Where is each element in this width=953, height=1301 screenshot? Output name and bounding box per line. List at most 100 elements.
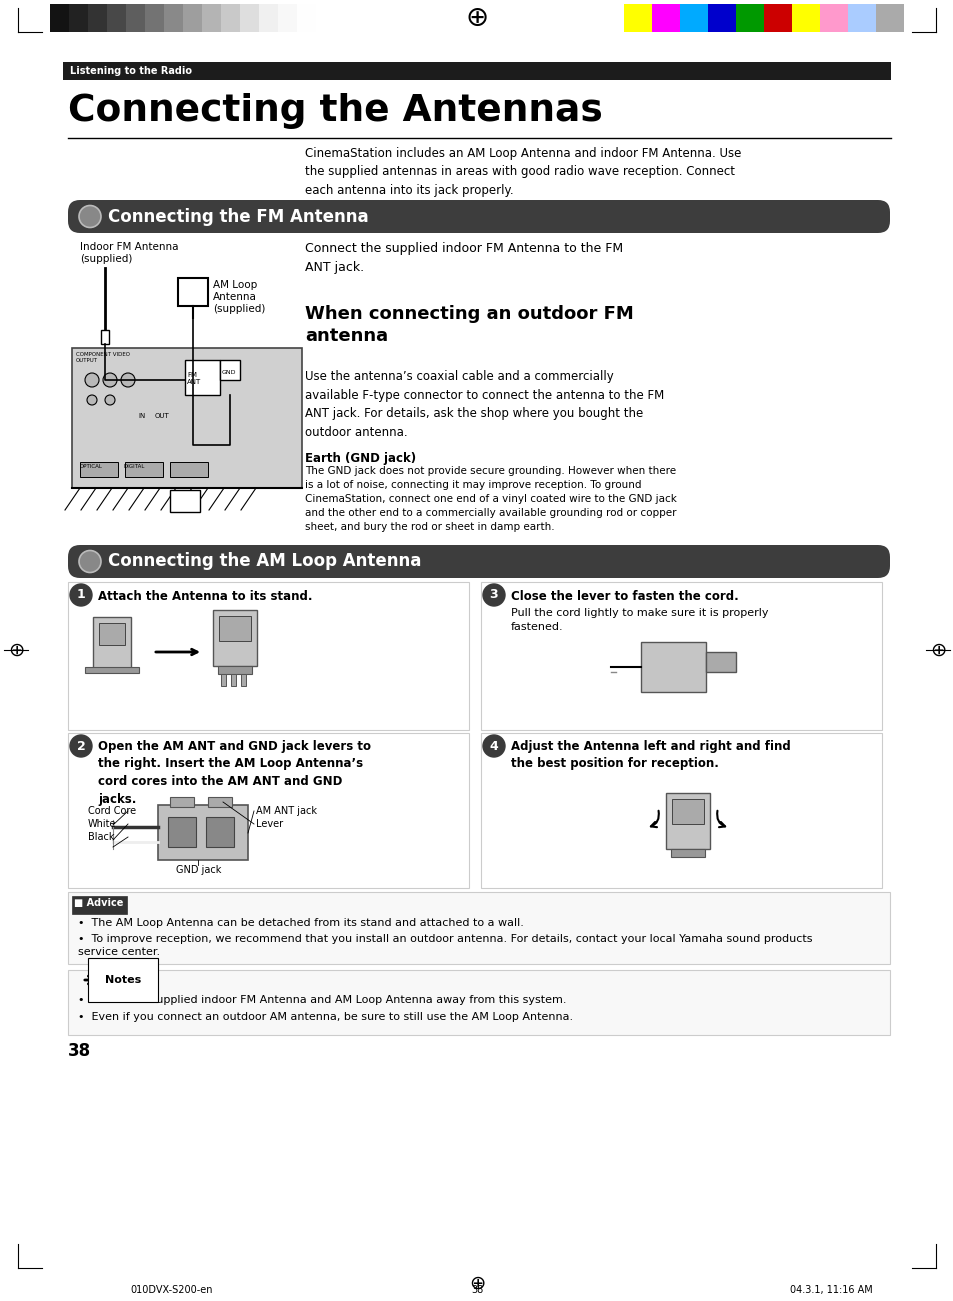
Bar [92, 617, 131, 669]
Text: Black: Black [88, 833, 114, 842]
Bar [665, 794, 709, 850]
Circle shape [70, 735, 91, 757]
Text: 04.3.1, 11:16 AM: 04.3.1, 11:16 AM [789, 1285, 872, 1294]
Bar [213, 610, 256, 666]
Bar [178, 278, 208, 306]
Bar [170, 490, 200, 513]
Text: AM Loop: AM Loop [213, 280, 257, 290]
FancyBboxPatch shape [68, 545, 889, 578]
Text: 4: 4 [489, 739, 497, 752]
Bar [670, 850, 704, 857]
Text: When connecting an outdoor FM
antenna: When connecting an outdoor FM antenna [305, 304, 633, 345]
Text: 38: 38 [68, 1042, 91, 1060]
Text: ⊕: ⊕ [465, 4, 488, 33]
Text: Open the AM ANT and GND jack levers to
the right. Insert the AM Loop Antenna’s
c: Open the AM ANT and GND jack levers to t… [98, 740, 371, 805]
Bar [170, 462, 208, 477]
Text: Earth (GND jack): Earth (GND jack) [305, 451, 416, 464]
Bar [296, 4, 315, 33]
Text: White: White [88, 820, 116, 829]
Bar [145, 4, 164, 33]
Bar [63, 62, 890, 79]
Text: The GND jack does not provide secure grounding. However when there
is a lot of n: The GND jack does not provide secure gro… [305, 466, 677, 532]
Text: Use the antenna’s coaxial cable and a commercially
available F-type connector to: Use the antenna’s coaxial cable and a co… [305, 369, 663, 438]
Bar [875, 4, 903, 33]
Bar [126, 4, 145, 33]
Bar [241, 674, 246, 686]
Bar [69, 4, 88, 33]
Bar [735, 4, 763, 33]
Text: Attach the Antenna to its stand.: Attach the Antenna to its stand. [98, 589, 313, 602]
Text: Antenna: Antenna [213, 291, 256, 302]
Bar [277, 4, 296, 33]
Bar [71, 896, 127, 915]
Text: (supplied): (supplied) [213, 304, 265, 314]
Text: GND jack: GND jack [175, 865, 221, 876]
Circle shape [87, 396, 97, 405]
Bar [68, 582, 469, 730]
Bar [202, 4, 221, 33]
Text: Connecting the Antennas: Connecting the Antennas [68, 92, 602, 129]
Bar [480, 582, 882, 730]
Text: •  To improve reception, we recommend that you install an outdoor antenna. For d: • To improve reception, we recommend tha… [78, 934, 812, 958]
Bar [185, 360, 220, 396]
Bar [107, 4, 126, 33]
Bar [219, 615, 251, 641]
Text: •  Install the supplied indoor FM Antenna and AM Loop Antenna away from this sys: • Install the supplied indoor FM Antenna… [78, 995, 566, 1004]
Text: ⊕: ⊕ [929, 640, 945, 660]
Text: Pull the cord lightly to make sure it is properly
fastened.: Pull the cord lightly to make sure it is… [511, 608, 768, 632]
Bar [651, 4, 679, 33]
Text: ■ Advice: ■ Advice [74, 898, 123, 908]
Text: DIGITAL: DIGITAL [124, 464, 145, 468]
Text: Notes: Notes [105, 974, 141, 985]
Bar [480, 732, 882, 889]
Bar [164, 4, 183, 33]
Text: ⊕: ⊕ [8, 640, 24, 660]
Text: CinemaStation includes an AM Loop Antenna and indoor FM Antenna. Use
the supplie: CinemaStation includes an AM Loop Antenn… [305, 147, 740, 196]
Text: ANT: ANT [187, 379, 201, 385]
Bar [101, 330, 109, 343]
Bar [671, 799, 703, 824]
Circle shape [79, 206, 101, 228]
Bar [206, 817, 233, 847]
Circle shape [105, 396, 115, 405]
Text: Connect the supplied indoor FM Antenna to the FM
ANT jack.: Connect the supplied indoor FM Antenna t… [305, 242, 622, 275]
Bar [99, 623, 125, 645]
Text: AM ANT jack: AM ANT jack [255, 807, 316, 816]
Text: OUTPUT: OUTPUT [76, 358, 98, 363]
Bar [258, 4, 277, 33]
Circle shape [70, 584, 91, 606]
Bar [85, 667, 139, 673]
Bar [623, 4, 651, 33]
Text: 010DVX-S200-en: 010DVX-S200-en [130, 1285, 213, 1294]
Text: Adjust the Antenna left and right and find
the best position for reception.: Adjust the Antenna left and right and fi… [511, 740, 790, 770]
Text: (supplied): (supplied) [80, 254, 132, 264]
Bar [71, 347, 302, 488]
Text: COMPONENT VIDEO: COMPONENT VIDEO [76, 353, 130, 356]
Circle shape [85, 373, 99, 386]
Text: ⊕: ⊕ [468, 1274, 485, 1292]
Text: •  The AM Loop Antenna can be detached from its stand and attached to a wall.: • The AM Loop Antenna can be detached fr… [78, 919, 523, 928]
Bar [50, 4, 69, 33]
Bar [68, 971, 889, 1036]
Text: Lever: Lever [255, 820, 283, 829]
Bar [231, 674, 235, 686]
Bar [640, 641, 705, 692]
Circle shape [482, 735, 504, 757]
Bar [168, 817, 195, 847]
Bar [707, 4, 735, 33]
Bar [705, 652, 735, 673]
Bar [820, 4, 847, 33]
Text: IN: IN [138, 412, 145, 419]
Bar [80, 462, 118, 477]
Circle shape [121, 373, 135, 386]
FancyBboxPatch shape [68, 200, 889, 233]
Circle shape [79, 550, 101, 572]
Text: 3: 3 [489, 588, 497, 601]
Bar [68, 732, 469, 889]
Text: 2: 2 [76, 739, 85, 752]
Bar [170, 798, 193, 807]
Text: Cord Core: Cord Core [88, 807, 136, 816]
Circle shape [482, 584, 504, 606]
Bar [208, 798, 232, 807]
Text: 1: 1 [76, 588, 85, 601]
